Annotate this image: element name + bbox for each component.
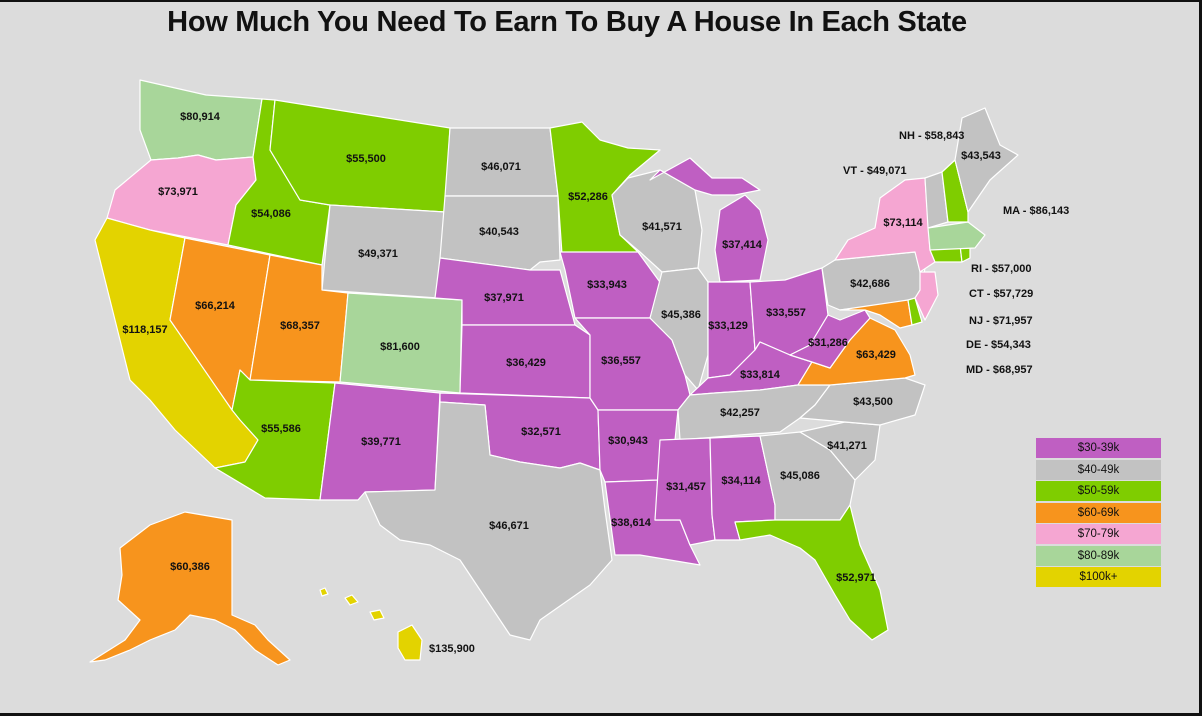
label-tx: $46,671	[489, 520, 529, 532]
label-il: $45,386	[661, 309, 701, 321]
state-hi[interactable]	[397, 624, 423, 661]
label-ut: $68,357	[280, 320, 320, 332]
label-in: $33,129	[708, 320, 748, 332]
label-ks: $36,429	[506, 357, 546, 369]
side-label-nh: NH - $58,843	[899, 130, 964, 142]
label-oh: $33,557	[766, 307, 806, 319]
state-hi-islet-1[interactable]	[319, 587, 329, 597]
label-wy: $49,371	[358, 248, 398, 260]
label-ia: $33,943	[587, 279, 627, 291]
state-fl[interactable]	[734, 504, 889, 641]
label-nm: $39,771	[361, 436, 401, 448]
label-nv: $66,214	[195, 300, 236, 312]
label-co: $81,600	[380, 341, 420, 353]
label-sc: $41,271	[827, 440, 867, 452]
label-la: $38,614	[611, 517, 652, 529]
legend-item-30-39k: $30-39k	[1036, 438, 1161, 458]
state-ak[interactable]	[89, 511, 291, 666]
side-label-vt: VT - $49,071	[843, 165, 907, 177]
label-fl: $52,971	[836, 572, 876, 584]
label-nd: $46,071	[481, 161, 521, 173]
label-id: $54,086	[251, 208, 291, 220]
side-label-ri: RI - $57,000	[971, 263, 1032, 275]
legend-item-100k-plus: $100k+	[1036, 567, 1161, 587]
label-mt: $55,500	[346, 153, 386, 165]
label-al: $34,114	[721, 475, 761, 487]
state-me[interactable]	[954, 107, 1019, 213]
side-label-de: DE - $54,343	[966, 339, 1031, 351]
label-az: $55,586	[261, 423, 301, 435]
state-hi-islet-2[interactable]	[344, 594, 359, 606]
map-title: How Much You Need To Earn To Buy A House…	[167, 6, 967, 38]
legend-item-80-89k: $80-89k	[1036, 545, 1161, 566]
label-ok: $32,571	[521, 426, 561, 438]
state-de[interactable]	[907, 297, 923, 326]
label-or: $73,971	[158, 186, 198, 198]
label-me: $43,543	[961, 150, 1001, 162]
label-va: $63,429	[856, 349, 896, 361]
label-wa: $80,914	[180, 111, 221, 123]
side-label-md: MD - $68,957	[966, 364, 1033, 376]
label-ga: $45,086	[780, 470, 820, 482]
label-hi: $135,900	[429, 643, 475, 655]
label-wi: $41,571	[642, 221, 682, 233]
legend-item-50-59k: $50-59k	[1036, 481, 1161, 501]
label-tn: $42,257	[720, 407, 760, 419]
side-label-ma: MA - $86,143	[1003, 205, 1069, 217]
legend-item-60-69k: $60-69k	[1036, 502, 1161, 523]
label-ak: $60,386	[170, 561, 210, 573]
label-ky: $33,814	[740, 369, 781, 381]
state-hi-islet-3[interactable]	[369, 609, 385, 621]
label-mn: $52,286	[568, 191, 608, 203]
state-tx[interactable]	[364, 401, 613, 641]
label-ar: $30,943	[608, 435, 648, 447]
legend: $30-39k $40-49k $50-59k $60-69k $70-79k …	[1036, 438, 1161, 589]
state-nj[interactable]	[914, 271, 939, 321]
label-nc: $43,500	[853, 396, 893, 408]
state-mi[interactable]	[649, 157, 769, 283]
side-label-ct: CT - $57,729	[969, 288, 1033, 300]
legend-item-70-79k: $70-79k	[1036, 524, 1161, 544]
label-ms: $31,457	[666, 481, 706, 493]
label-ca: $118,157	[122, 324, 167, 336]
label-sd: $40,543	[479, 226, 519, 238]
state-nh[interactable]	[941, 159, 969, 223]
label-wv: $31,286	[808, 337, 848, 349]
label-mi: $37,414	[722, 239, 763, 251]
legend-item-40-49k: $40-49k	[1036, 459, 1161, 480]
label-mo: $36,557	[601, 355, 641, 367]
label-pa: $42,686	[850, 278, 890, 290]
state-ma[interactable]	[927, 221, 986, 251]
label-ne: $37,971	[484, 292, 524, 304]
state-wv[interactable]	[789, 309, 871, 369]
side-label-nj: NJ - $71,957	[969, 315, 1033, 327]
label-ny: $73,114	[883, 217, 923, 229]
